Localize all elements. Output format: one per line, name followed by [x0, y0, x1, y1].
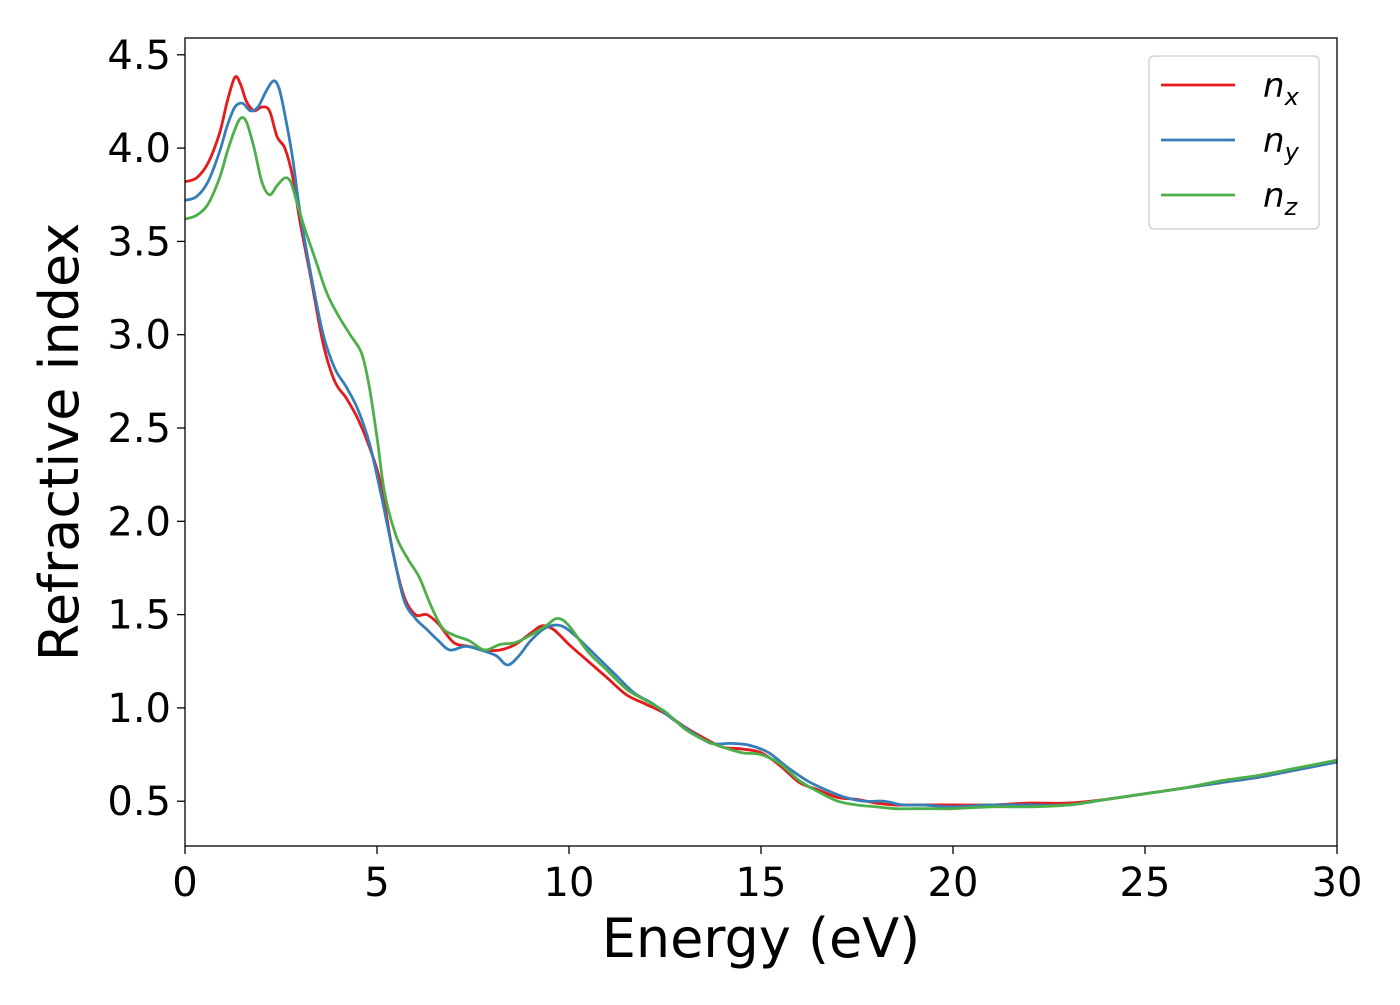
- y-tick-label: 3.5: [107, 219, 171, 265]
- y-tick-label: 4.5: [107, 33, 171, 79]
- legend-box: [1148, 55, 1320, 230]
- y-axis: 0.5 1.0 1.5 2.0 2.5 3.0 3.5 4.0 4.5: [107, 33, 185, 825]
- y-tick-label: 3.0: [107, 313, 171, 359]
- series-layer: [184, 75, 1338, 811]
- x-tick-label: 10: [544, 860, 595, 906]
- series-line-z: [184, 116, 1338, 811]
- y-tick-label: 1.5: [107, 593, 171, 639]
- x-axis: 0 5 10 15 20 25 30: [172, 846, 1362, 906]
- series-line-y: [184, 79, 1338, 809]
- x-axis-title: Energy (eV): [602, 907, 921, 970]
- x-tick-label: 15: [736, 860, 787, 906]
- y-tick-label: 0.5: [107, 779, 171, 825]
- y-tick-label: 2.5: [107, 406, 171, 452]
- x-tick-label: 20: [928, 860, 979, 906]
- y-axis-title: Refractive index: [28, 223, 91, 662]
- legend-label-y: ny: [1263, 121, 1300, 166]
- x-tick-label: 0: [172, 860, 197, 906]
- x-tick-label: 30: [1312, 860, 1363, 906]
- x-tick-label: 25: [1120, 860, 1171, 906]
- y-tick-label: 4.0: [107, 126, 171, 172]
- x-tick-label: 5: [364, 860, 389, 906]
- y-tick-label: 2.0: [107, 499, 171, 545]
- y-tick-label: 1.0: [107, 686, 171, 732]
